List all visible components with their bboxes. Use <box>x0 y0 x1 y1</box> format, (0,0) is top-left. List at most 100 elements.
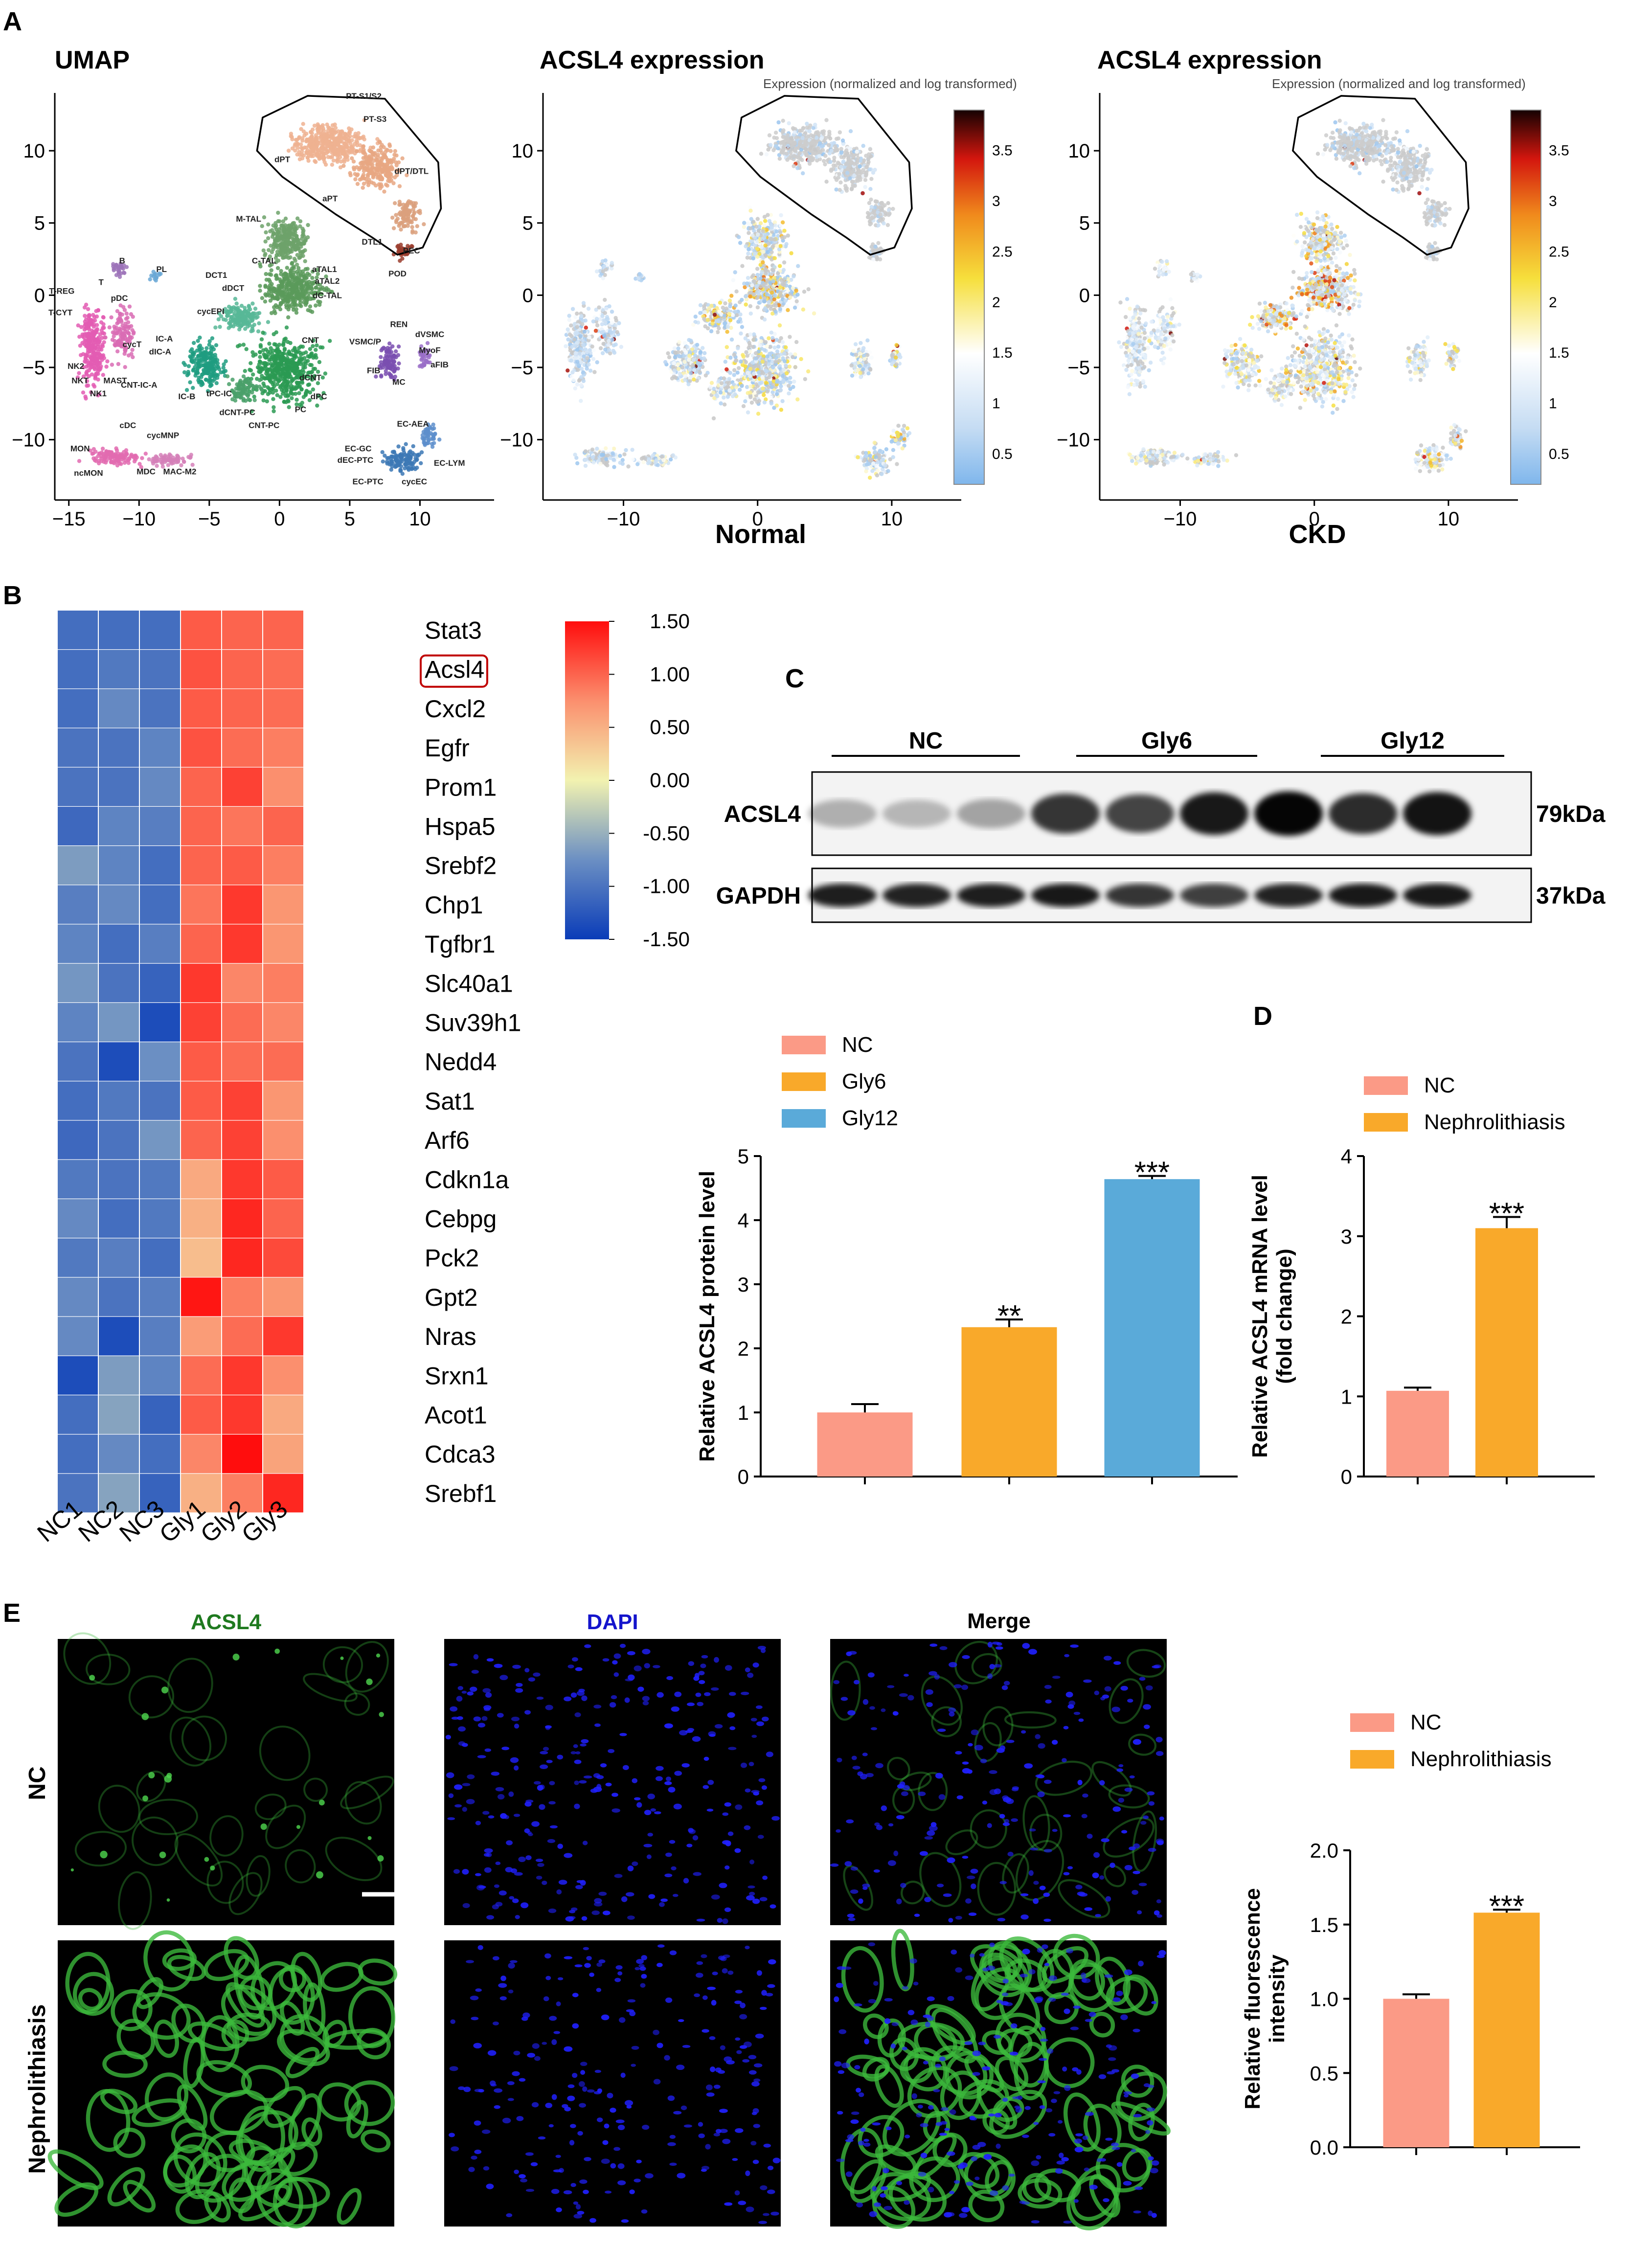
cell-point <box>802 290 807 294</box>
cell-point <box>207 342 211 347</box>
cell-point <box>808 146 813 150</box>
cell-point <box>249 329 253 334</box>
cell-point <box>297 303 302 307</box>
cell-point <box>731 313 735 318</box>
cell-point <box>244 347 249 351</box>
cell-point <box>316 299 320 304</box>
cell-point <box>331 148 336 153</box>
cell-point <box>751 273 756 277</box>
cell-point <box>748 311 753 316</box>
cell-point <box>279 356 284 360</box>
cell-point <box>838 180 843 185</box>
cell-point <box>420 364 424 369</box>
cell-point <box>290 261 294 266</box>
cell-point <box>319 138 323 143</box>
cell-point <box>807 129 812 134</box>
cell-point <box>283 216 288 221</box>
cell-point <box>389 462 394 466</box>
cluster-label: T-CYT <box>48 308 73 318</box>
cell-point <box>257 321 261 325</box>
cell-point <box>269 244 273 248</box>
cell-point <box>280 246 284 250</box>
cell-point <box>295 216 300 221</box>
cell-point <box>389 467 393 472</box>
cell-point <box>92 365 97 370</box>
cell-point <box>397 203 402 207</box>
cell-point <box>339 159 343 164</box>
cell-point <box>878 218 882 223</box>
cell-point <box>213 357 217 362</box>
cell-point <box>376 148 381 153</box>
cell-point <box>271 386 275 391</box>
cell-point <box>297 157 302 161</box>
cell-point <box>403 219 407 223</box>
cell-point <box>832 156 837 160</box>
cell-point <box>236 386 241 391</box>
cell-point <box>286 148 291 153</box>
cell-point <box>284 400 289 404</box>
cluster-label: cycT <box>123 340 142 349</box>
cluster-label: dCNT <box>299 373 322 383</box>
cell-point <box>394 218 399 223</box>
cell-point <box>95 369 100 374</box>
cell-point <box>804 152 809 156</box>
cell-point <box>290 266 294 271</box>
x-tick-label: 5 <box>344 508 355 530</box>
cell-point <box>868 147 873 152</box>
cell-point <box>792 130 797 135</box>
cell-point <box>200 359 205 364</box>
cell-point <box>762 317 767 322</box>
cell-point <box>389 164 394 169</box>
cell-point <box>280 351 285 356</box>
cell-point <box>332 144 337 149</box>
cell-point <box>273 374 278 379</box>
cell-point <box>806 134 811 138</box>
cell-point <box>233 392 237 396</box>
cell-point <box>745 281 749 286</box>
cell-point <box>320 152 324 156</box>
cell-point <box>272 405 276 409</box>
cell-point <box>361 144 366 149</box>
cell-point <box>792 154 796 158</box>
cluster-label: cycMNP <box>147 431 179 440</box>
cell-point <box>321 146 326 151</box>
cell-point <box>762 223 767 227</box>
cell-point <box>744 294 748 298</box>
cell-point <box>393 201 397 205</box>
cell-point <box>335 159 339 164</box>
cell-point <box>771 268 775 273</box>
cell-point <box>91 383 96 387</box>
cell-point <box>361 150 365 154</box>
umap-scatter <box>75 95 442 476</box>
cell-point <box>733 270 737 274</box>
cell-point <box>109 315 113 319</box>
cell-point <box>401 249 406 253</box>
cell-point <box>295 253 299 257</box>
cell-point <box>365 174 370 179</box>
cell-point <box>306 308 310 313</box>
cell-point <box>137 462 142 466</box>
cell-point <box>834 187 838 192</box>
cell-point <box>800 136 805 140</box>
cell-point <box>250 390 254 395</box>
cell-point <box>811 134 815 138</box>
cell-point <box>287 226 291 231</box>
cell-point <box>286 385 291 389</box>
cell-point <box>767 133 772 137</box>
cell-point <box>256 329 261 334</box>
cell-point <box>352 167 357 172</box>
cell-point <box>338 165 343 170</box>
cell-point <box>282 340 286 344</box>
cluster-label: REN <box>390 319 407 329</box>
cell-point <box>282 290 287 295</box>
cell-point <box>238 319 243 323</box>
cell-point <box>857 175 861 179</box>
cell-point <box>430 445 435 449</box>
cell-point <box>303 259 307 264</box>
cell-point <box>88 362 93 366</box>
cluster-label: ncMON <box>74 469 103 478</box>
cell-point <box>300 136 305 140</box>
cell-point <box>383 153 387 158</box>
cell-point <box>218 324 222 329</box>
cell-point <box>281 279 286 283</box>
